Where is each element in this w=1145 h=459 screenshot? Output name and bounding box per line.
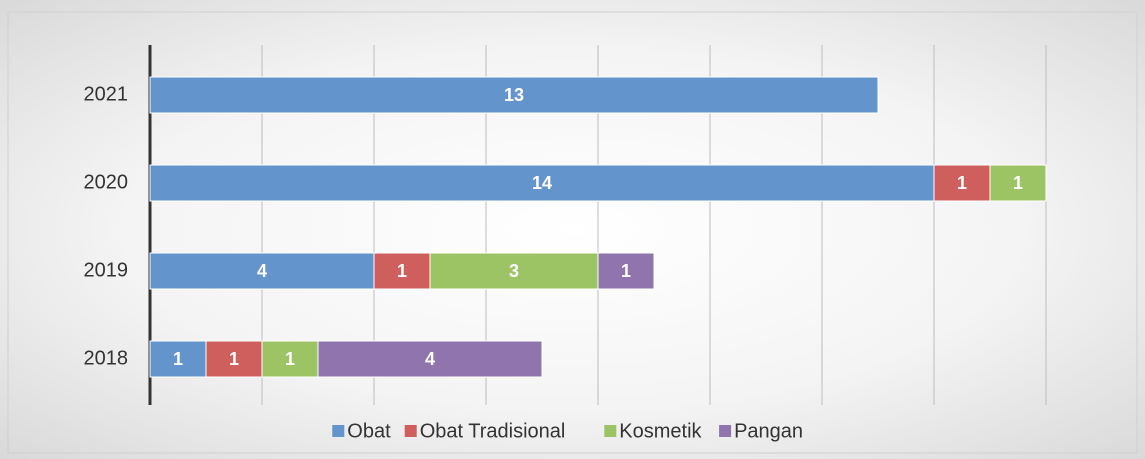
bar-segment: [597, 252, 655, 290]
bar-segment: [933, 164, 991, 202]
y-tick-label: 2021: [84, 83, 129, 105]
data-label: 1: [957, 173, 967, 193]
y-tick-label: 2018: [84, 347, 129, 369]
legend-swatch: [604, 425, 617, 437]
bar-segment: [317, 340, 543, 378]
data-label: 1: [397, 261, 407, 281]
chart-border: [7, 11, 1138, 454]
data-label: 1: [285, 349, 295, 369]
data-label: 1: [621, 261, 631, 281]
legend-label: Kosmetik: [619, 420, 702, 442]
bar-segment: [989, 164, 1047, 202]
legend-swatch: [404, 425, 417, 437]
data-label: 1: [1013, 173, 1023, 193]
legend-label: Obat: [347, 420, 391, 442]
bar-segment: [149, 252, 375, 290]
legend-swatch: [719, 425, 732, 437]
y-tick-label: 2020: [84, 171, 129, 193]
bar-segment: [205, 340, 263, 378]
data-label: 3: [509, 261, 519, 281]
bar-segment: [149, 164, 935, 202]
y-tick-label: 2019: [84, 259, 129, 281]
data-label: 4: [257, 261, 267, 281]
legend-swatch: [332, 425, 345, 437]
data-label: 4: [425, 349, 435, 369]
legend-label: Obat Tradisional: [420, 420, 566, 442]
legend-label: Pangan: [734, 420, 803, 442]
bar-segment: [149, 76, 879, 114]
data-label: 13: [504, 85, 524, 105]
data-label: 14: [532, 173, 552, 193]
data-label: 1: [229, 349, 239, 369]
data-label: 1: [173, 349, 183, 369]
